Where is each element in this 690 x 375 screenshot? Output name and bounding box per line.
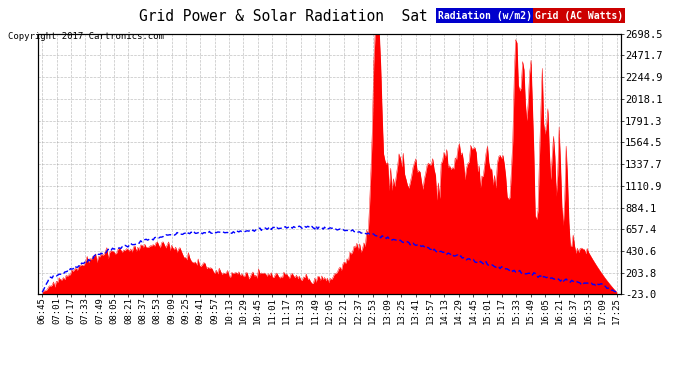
Text: Copyright 2017 Cartronics.com: Copyright 2017 Cartronics.com [8, 32, 164, 41]
Text: Radiation (w/m2): Radiation (w/m2) [438, 10, 532, 21]
Text: Grid (AC Watts): Grid (AC Watts) [535, 10, 623, 21]
Text: Grid Power & Solar Radiation  Sat Feb 25  17:39: Grid Power & Solar Radiation Sat Feb 25 … [139, 9, 551, 24]
